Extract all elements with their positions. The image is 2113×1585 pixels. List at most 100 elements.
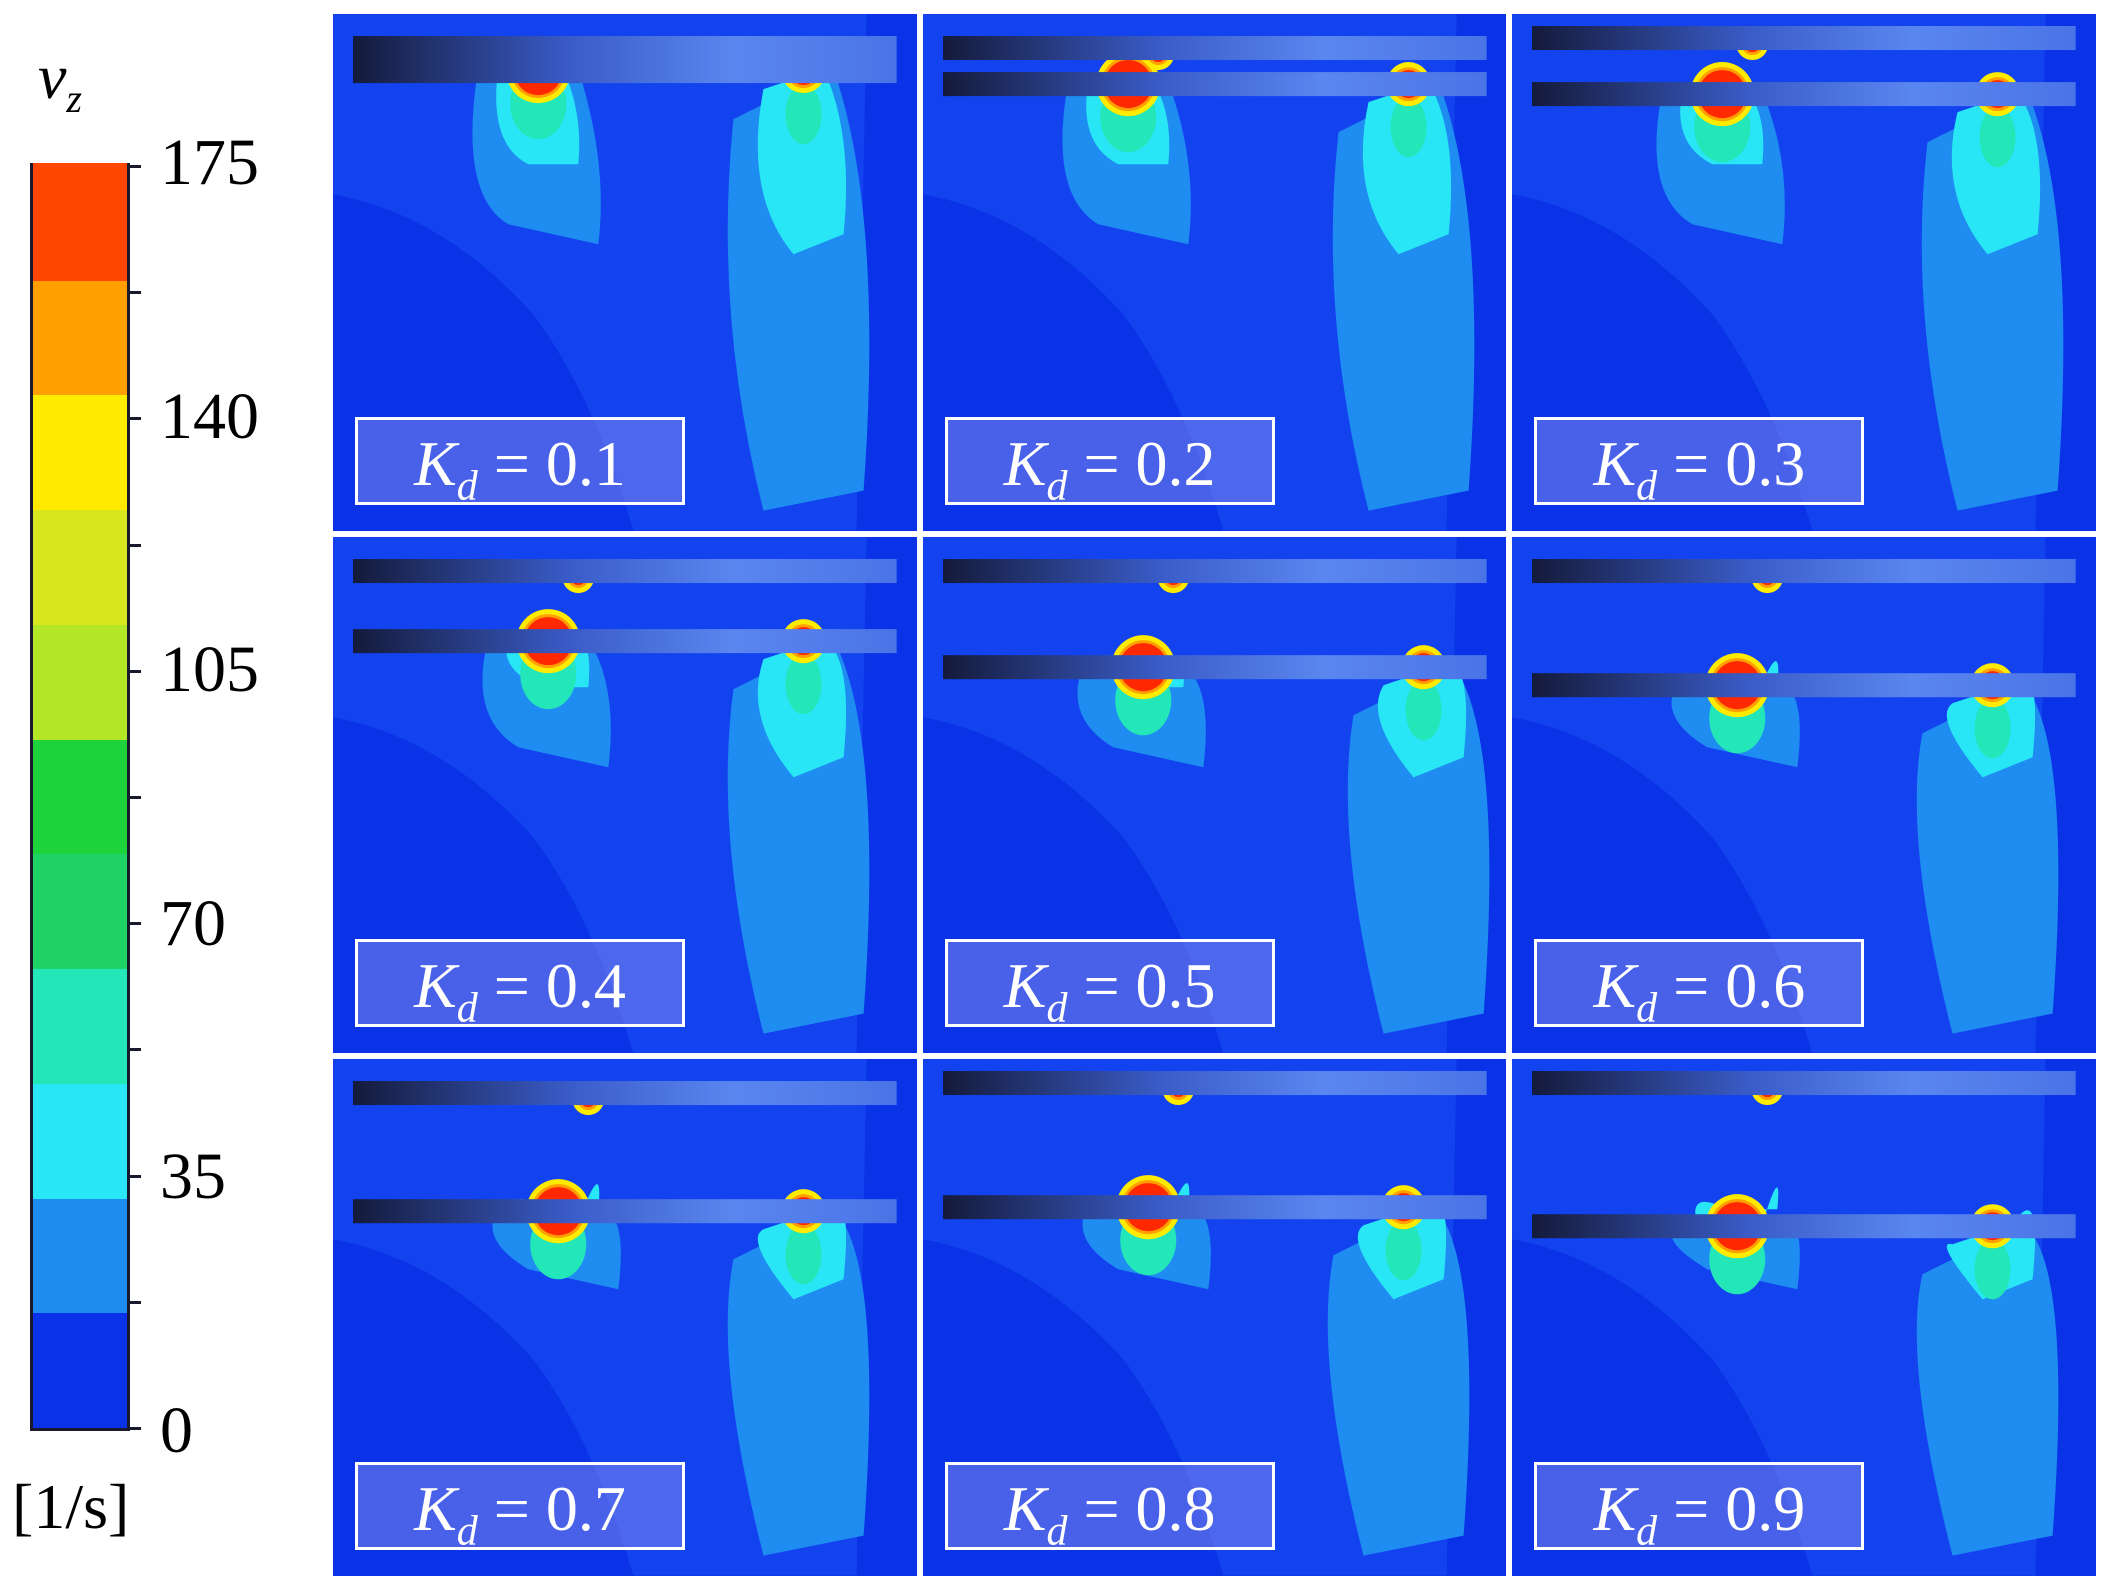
colorbar-unit: [1/s] [12, 1471, 130, 1542]
contour-panel: Kd = 0.1 [333, 14, 917, 531]
kd-label-box: Kd = 0.8 [944, 1462, 1275, 1555]
kd-label-eq: = [1067, 1473, 1136, 1544]
kd-label-box: Kd = 0.9 [1534, 1462, 1865, 1555]
contour-panel: Kd = 0.7 [333, 1059, 917, 1576]
kd-label-value: 0.6 [1725, 950, 1806, 1022]
kd-label-symbol: K [1593, 1473, 1637, 1544]
colorbar-tick [127, 165, 141, 168]
kd-label-value: 0.1 [545, 427, 626, 499]
contour-field [922, 536, 1507, 1054]
baffle-bar [353, 558, 897, 583]
contour-panel: Kd = 0.8 [922, 1059, 1507, 1576]
kd-label-symbol: K [1003, 1473, 1047, 1544]
colorbar-title: vz [38, 40, 148, 130]
baffle-bar [942, 1195, 1487, 1220]
kd-label-eq: = [477, 1473, 546, 1544]
contour-panel: Kd = 0.3 [1512, 14, 2096, 531]
colorbar-tick [127, 543, 141, 547]
kd-label-subscript: d [456, 463, 478, 510]
baffle-bar [942, 558, 1487, 583]
kd-label-box: Kd = 0.4 [355, 939, 685, 1032]
colorbar-tick-label: 175 [160, 126, 259, 199]
kd-label-symbol: K [1003, 950, 1047, 1022]
colorbar-tick-label: 0 [160, 1394, 193, 1467]
colorbar [30, 163, 141, 1431]
colorbar-tick [127, 669, 141, 673]
colorbar-tick [127, 1048, 141, 1052]
kd-label-value: 0.5 [1135, 950, 1216, 1022]
kd-label-subscript: d [1046, 1508, 1068, 1555]
colorbar-subscript: z [66, 76, 82, 121]
kd-label-symbol: K [1003, 427, 1047, 499]
baffle-bar [1532, 82, 2076, 107]
contour-field [333, 536, 917, 1054]
colorbar-band [33, 966, 127, 1084]
baffle-bar [942, 72, 1487, 97]
kd-label-symbol: K [1593, 950, 1637, 1022]
colorbar-band [33, 737, 127, 855]
kd-label-box: Kd = 0.5 [944, 939, 1275, 1032]
colorbar-tick-label: 70 [160, 886, 226, 960]
colorbar-tick [127, 291, 141, 295]
colorbar-tick-label: 105 [160, 633, 259, 707]
baffle-bar [353, 1199, 897, 1224]
kd-label-eq: = [1067, 950, 1136, 1022]
kd-label-subscript: d [1046, 986, 1068, 1033]
colorbar-tick [127, 796, 141, 799]
baffle-bar [353, 59, 897, 84]
contour-field [1512, 14, 2096, 531]
baffle-bar [353, 36, 897, 61]
kd-label-symbol: K [414, 950, 457, 1022]
colorbar-band [33, 1310, 127, 1428]
baffle-bar [1532, 672, 2076, 697]
kd-label-box: Kd = 0.2 [944, 416, 1275, 509]
kd-label-box: Kd = 0.3 [1534, 416, 1865, 509]
kd-label-box: Kd = 0.6 [1534, 939, 1865, 1032]
contour-panel: Kd = 0.6 [1512, 536, 2096, 1054]
kd-label-eq: = [1067, 427, 1136, 499]
colorbar-band [33, 622, 127, 740]
kd-label-eq: = [1657, 950, 1726, 1022]
contour-field [1512, 536, 2096, 1054]
baffle-bar [1532, 1071, 2076, 1096]
baffle-bar [1532, 26, 2076, 51]
colorbar-tick-label: 35 [160, 1140, 226, 1214]
colorbar-band [33, 392, 127, 511]
contour-panel: Kd = 0.5 [922, 536, 1507, 1054]
colorbar-tick [127, 1427, 141, 1430]
kd-label-symbol: K [414, 427, 457, 499]
baffle-bar [1532, 1214, 2076, 1239]
contour-panel: Kd = 0.9 [1512, 1059, 2096, 1576]
kd-label-value: 0.4 [545, 950, 626, 1022]
kd-label-symbol: K [1593, 427, 1637, 499]
kd-label-eq: = [1657, 427, 1726, 499]
contour-field [333, 14, 917, 531]
kd-label-value: 0.3 [1725, 427, 1806, 499]
kd-label-subscript: d [456, 1508, 478, 1555]
baffle-bar [942, 36, 1487, 61]
colorbar-tick [127, 417, 141, 421]
kd-label-eq: = [1657, 1473, 1726, 1544]
kd-label-box: Kd = 0.1 [355, 416, 685, 509]
contour-panel: Kd = 0.4 [333, 536, 917, 1054]
baffle-bar [942, 654, 1487, 679]
contour-panel: Kd = 0.2 [922, 14, 1507, 531]
baffle-bar [1532, 558, 2076, 583]
colorbar-variable: v [38, 41, 67, 112]
contour-panel-grid: Kd = 0.1 Kd = 0.2 Kd = 0.3 Kd = 0.4 Kd = 0.5… [333, 14, 2096, 1576]
colorbar-band [33, 1081, 127, 1199]
kd-label-eq: = [477, 950, 546, 1022]
baffle-bar [353, 628, 897, 653]
kd-label-symbol: K [414, 1473, 457, 1544]
colorbar-band [33, 278, 127, 396]
kd-label-subscript: d [1046, 463, 1068, 510]
colorbar-band [33, 851, 127, 970]
kd-label-box: Kd = 0.7 [355, 1462, 685, 1555]
kd-label-value: 0.8 [1135, 1473, 1216, 1544]
kd-label-value: 0.7 [545, 1473, 626, 1544]
colorbar-tick-label: 140 [160, 379, 259, 453]
kd-label-subscript: d [1636, 463, 1658, 510]
colorbar-tick [127, 1174, 141, 1178]
kd-label-value: 0.2 [1135, 427, 1216, 499]
baffle-bar [353, 1081, 897, 1106]
